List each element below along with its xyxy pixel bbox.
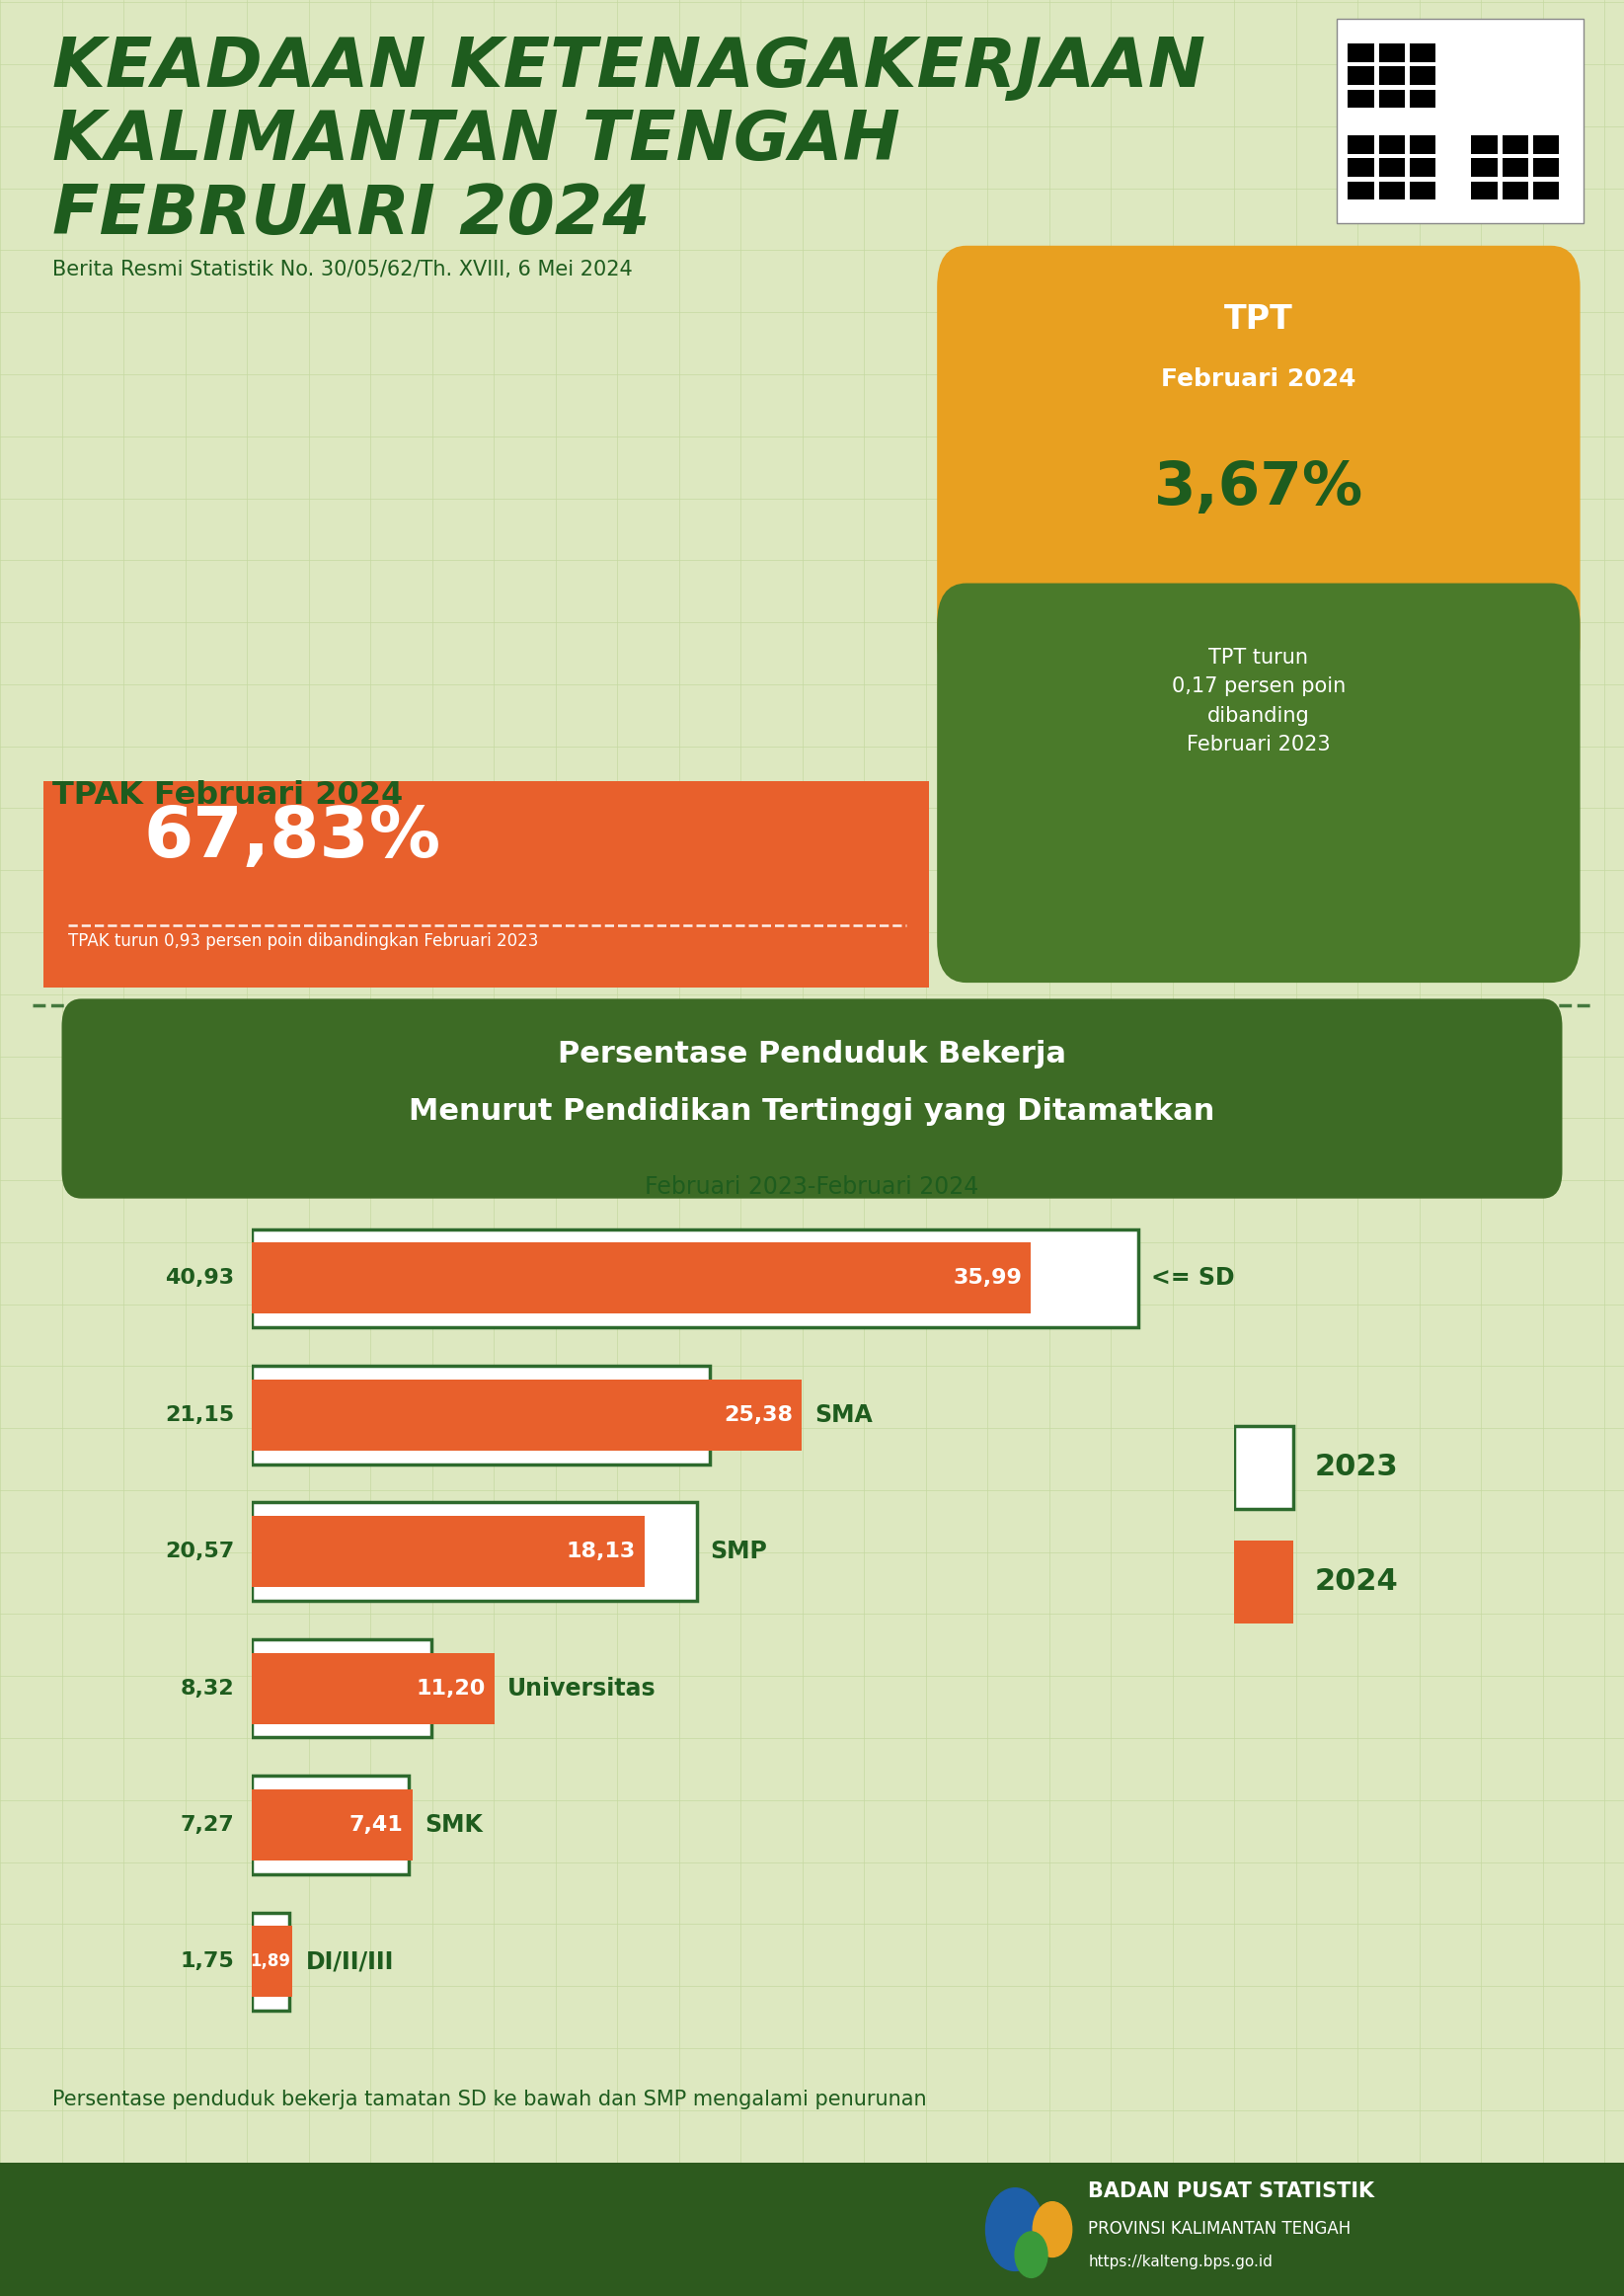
Bar [252,1515,645,1587]
FancyBboxPatch shape [1348,181,1374,200]
Text: 7,27: 7,27 [180,1816,234,1835]
Bar [252,1366,710,1465]
Text: Menurut Pendidikan Tertinggi yang Ditamatkan: Menurut Pendidikan Tertinggi yang Ditama… [409,1097,1215,1125]
Text: 1,75: 1,75 [180,1952,234,1972]
Text: Universitas: Universitas [507,1676,656,1699]
Text: Persentase Penduduk Bekerja: Persentase Penduduk Bekerja [557,1040,1067,1068]
Text: TPAK turun 0,93 persen poin dibandingkan Februari 2023: TPAK turun 0,93 persen poin dibandingkan… [68,932,539,951]
Bar [252,1380,801,1451]
Text: 35,99: 35,99 [953,1267,1023,1288]
FancyBboxPatch shape [1410,135,1436,154]
FancyBboxPatch shape [1379,135,1405,154]
Text: 21,15: 21,15 [166,1405,234,1426]
Bar [252,1789,412,1860]
FancyBboxPatch shape [1502,158,1528,177]
Text: TPAK Februari 2024: TPAK Februari 2024 [52,781,403,810]
FancyBboxPatch shape [1379,44,1405,62]
Text: 8,32: 8,32 [180,1678,234,1699]
Bar [252,1775,409,1874]
Bar [1234,1426,1293,1508]
Text: BADAN PUSAT STATISTIK: BADAN PUSAT STATISTIK [1088,2181,1374,2202]
FancyBboxPatch shape [44,781,929,987]
FancyBboxPatch shape [1379,181,1405,200]
Text: FEBRUARI 2024: FEBRUARI 2024 [52,181,650,248]
Text: 20,57: 20,57 [166,1543,234,1561]
Bar [252,1242,1031,1313]
FancyBboxPatch shape [1379,90,1405,108]
Bar [252,1502,697,1600]
Text: 1,89: 1,89 [250,1954,291,1970]
Bar [1234,1541,1293,1623]
Text: 11,20: 11,20 [416,1678,486,1699]
FancyBboxPatch shape [1348,158,1374,177]
FancyBboxPatch shape [1410,158,1436,177]
Text: SMK: SMK [425,1814,484,1837]
Bar [252,1913,289,2011]
Text: TPT turun
0,17 persen poin
dibanding
Februari 2023: TPT turun 0,17 persen poin dibanding Feb… [1171,647,1346,755]
Circle shape [1033,2202,1072,2257]
FancyBboxPatch shape [1348,90,1374,108]
Text: 2023: 2023 [1314,1453,1398,1481]
FancyBboxPatch shape [1471,135,1497,154]
Text: PROVINSI KALIMANTAN TENGAH: PROVINSI KALIMANTAN TENGAH [1088,2220,1351,2239]
FancyBboxPatch shape [62,999,1562,1199]
FancyBboxPatch shape [1533,135,1559,154]
Text: KALIMANTAN TENGAH: KALIMANTAN TENGAH [52,108,900,174]
Text: Februari 2023-Februari 2024: Februari 2023-Februari 2024 [645,1176,979,1199]
FancyBboxPatch shape [1502,181,1528,200]
Text: SMP: SMP [710,1541,767,1564]
FancyBboxPatch shape [1533,158,1559,177]
FancyBboxPatch shape [1348,67,1374,85]
Text: 25,38: 25,38 [724,1405,793,1426]
FancyBboxPatch shape [1533,181,1559,200]
Text: 40,93: 40,93 [166,1267,234,1288]
Bar [252,1639,432,1738]
Bar [252,1926,292,1998]
FancyBboxPatch shape [1337,18,1583,223]
FancyBboxPatch shape [1410,67,1436,85]
Text: SMA: SMA [814,1403,872,1426]
FancyBboxPatch shape [937,583,1580,983]
FancyBboxPatch shape [1379,67,1405,85]
FancyBboxPatch shape [1410,44,1436,62]
Text: 67,83%: 67,83% [143,804,442,872]
Text: KEADAAN KETENAGAKERJAAN: KEADAAN KETENAGAKERJAAN [52,34,1205,101]
FancyBboxPatch shape [0,2163,1624,2296]
FancyBboxPatch shape [1348,44,1374,62]
Text: 7,41: 7,41 [349,1816,403,1835]
FancyBboxPatch shape [1471,181,1497,200]
Text: DI/II/III: DI/II/III [305,1949,395,1975]
FancyBboxPatch shape [1348,135,1374,154]
FancyBboxPatch shape [1410,90,1436,108]
Text: Persentase penduduk bekerja tamatan SD ke bawah dan SMP mengalami penurunan: Persentase penduduk bekerja tamatan SD k… [52,2089,926,2110]
Circle shape [986,2188,1044,2271]
FancyBboxPatch shape [1379,158,1405,177]
Circle shape [1015,2232,1047,2278]
Text: https://kalteng.bps.go.id: https://kalteng.bps.go.id [1088,2255,1273,2268]
Text: Februari 2024: Februari 2024 [1161,367,1356,390]
Text: <= SD: <= SD [1151,1267,1234,1290]
Text: TPT: TPT [1224,303,1293,335]
Text: Berita Resmi Statistik No. 30/05/62/Th. XVIII, 6 Mei 2024: Berita Resmi Statistik No. 30/05/62/Th. … [52,259,632,280]
FancyBboxPatch shape [1502,135,1528,154]
Bar [252,1228,1138,1327]
Bar [252,1653,494,1724]
FancyBboxPatch shape [1410,181,1436,200]
Text: 3,67%: 3,67% [1153,459,1364,517]
FancyBboxPatch shape [937,246,1580,684]
FancyBboxPatch shape [1471,158,1497,177]
Text: 18,13: 18,13 [567,1543,635,1561]
Text: 2024: 2024 [1314,1568,1398,1596]
